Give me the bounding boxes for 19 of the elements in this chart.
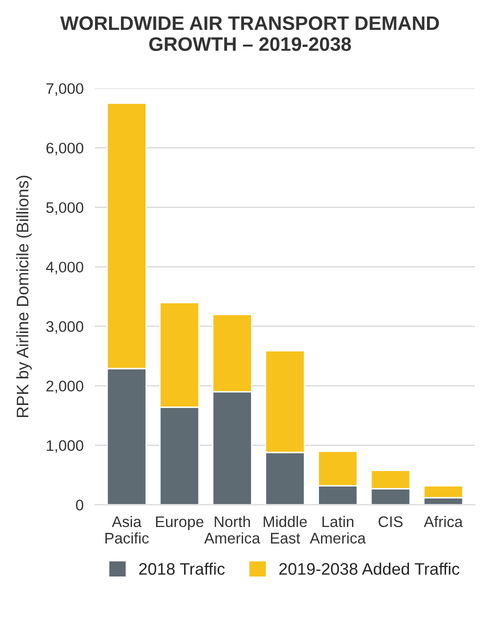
- y-axis-title: RPK by Airline Domicile (Billions): [16, 176, 32, 417]
- x-tick-label: North America: [204, 516, 260, 544]
- y-tick-label: 6,000: [46, 142, 84, 156]
- x-tick-label: Africa: [424, 516, 463, 528]
- y-tick-label: 4,000: [46, 262, 84, 274]
- x-tick-label: Europe: [156, 516, 204, 530]
- x-tick-label: Middle East: [264, 516, 307, 544]
- legend-label: 2019-2038 Added Traffic: [279, 562, 460, 575]
- y-tick-label: 2,000: [46, 380, 84, 394]
- chart-title: WORLDWIDE AIR TRANSPORT DEMAND GROWTH – 2019-2038: [60, 16, 439, 52]
- y-tick-label: 3,000: [46, 321, 84, 334]
- y-tick-label: 7,000: [46, 83, 84, 96]
- x-tick-label: Latin America: [310, 516, 366, 544]
- y-tick-label: 5,000: [46, 202, 84, 215]
- y-tick-label: 1,000: [46, 440, 84, 453]
- x-tick-label: CIS: [378, 516, 403, 528]
- x-tick-label: Asia Pacific: [105, 516, 149, 544]
- y-tick-label: 0: [76, 500, 84, 510]
- legend-label: 2018 Traffic: [139, 562, 225, 575]
